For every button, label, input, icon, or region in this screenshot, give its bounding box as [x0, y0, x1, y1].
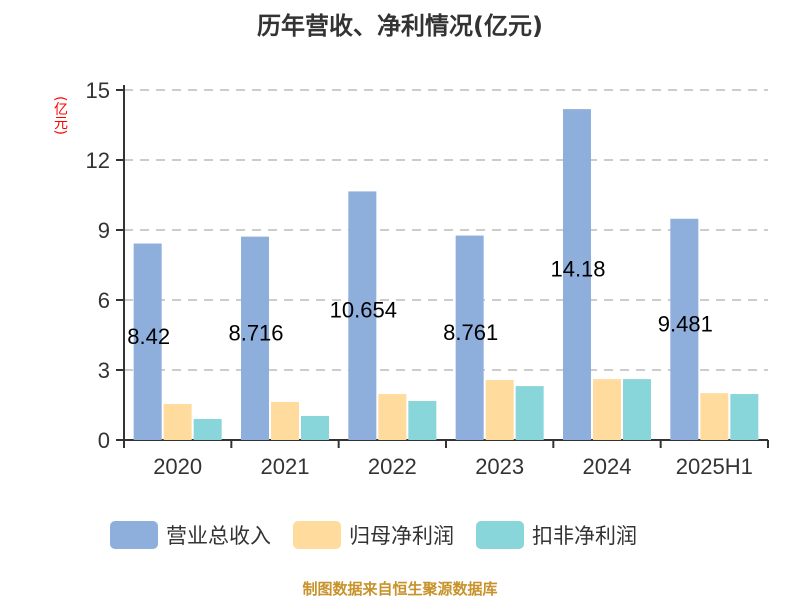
bar[interactable]: [593, 379, 621, 440]
data-label: 8.761: [443, 320, 498, 345]
x-tick-label: 2025H1: [676, 454, 753, 479]
y-tick-label: 0: [98, 428, 110, 453]
y-tick-label: 15: [86, 78, 110, 103]
bar[interactable]: [455, 235, 484, 440]
bar[interactable]: [515, 386, 544, 440]
bar[interactable]: [163, 404, 192, 440]
bar[interactable]: [623, 379, 651, 440]
bar[interactable]: [271, 401, 299, 440]
source-footnote: 制图数据来自恒生聚源数据库: [302, 580, 498, 598]
x-tick-label: 2024: [583, 454, 632, 479]
bar[interactable]: [301, 415, 329, 440]
legend-item-revenue[interactable]: 营业总收入: [110, 520, 271, 550]
bar[interactable]: [730, 394, 759, 440]
bar[interactable]: [700, 393, 729, 440]
legend-label: 扣非净利润: [532, 524, 637, 548]
chart-title: 历年营收、净利情况(亿元): [257, 12, 543, 40]
bar[interactable]: [563, 109, 591, 440]
bar[interactable]: [670, 218, 699, 440]
legend-item-deducted-net-profit[interactable]: 扣非净利润: [476, 520, 637, 550]
bar[interactable]: [348, 191, 377, 440]
y-axis-unit-label: (亿元): [52, 96, 68, 135]
data-label: 8.716: [228, 320, 283, 345]
x-tick-label: 2023: [475, 454, 524, 479]
bar[interactable]: [485, 380, 514, 440]
legend-item-parent-net-profit[interactable]: 归母净利润: [293, 520, 454, 550]
legend-swatch-revenue: [110, 521, 158, 549]
y-tick-label: 12: [86, 148, 110, 173]
legend-swatch-parent-net-profit: [293, 521, 341, 549]
legend-swatch-deducted-net-profit: [476, 521, 524, 549]
bar[interactable]: [193, 419, 222, 440]
bar[interactable]: [133, 243, 162, 440]
legend-label: 营业总收入: [166, 524, 271, 548]
y-tick-label: 9: [98, 218, 110, 243]
x-tick-label: 2020: [153, 454, 202, 479]
bar[interactable]: [408, 401, 437, 440]
legend: 营业总收入 归母净利润 扣非净利润: [110, 520, 659, 550]
data-label: 14.18: [550, 257, 605, 282]
data-label: 9.481: [658, 311, 713, 336]
data-label: 8.42: [127, 324, 170, 349]
bar[interactable]: [378, 394, 407, 440]
legend-label: 归母净利润: [349, 524, 454, 548]
y-tick-label: 3: [98, 358, 110, 383]
x-tick-label: 2022: [368, 454, 417, 479]
x-tick-label: 2021: [261, 454, 310, 479]
bar[interactable]: [241, 236, 269, 440]
y-tick-label: 6: [98, 288, 110, 313]
data-label: 10.654: [330, 298, 397, 323]
